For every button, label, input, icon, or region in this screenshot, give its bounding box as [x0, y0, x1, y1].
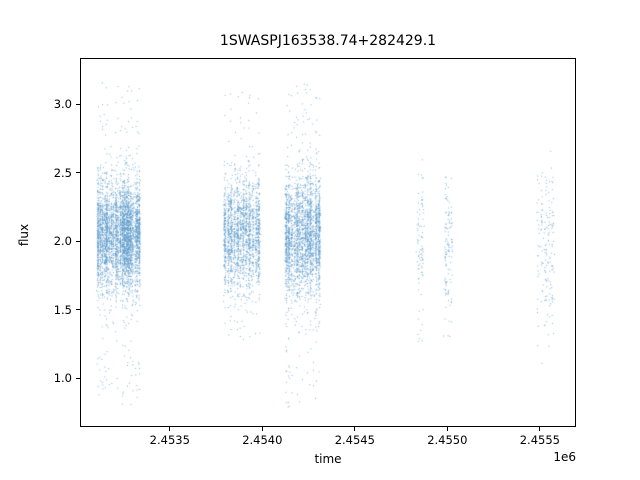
y-tick-label: 3.0 [53, 97, 72, 112]
x-tick-mark [446, 427, 448, 431]
x-axis-offset-label: 1e6 [553, 450, 576, 464]
x-axis-label: time [314, 452, 342, 466]
x-tick-mark [169, 427, 171, 431]
x-tick-mark [539, 427, 541, 431]
x-tick-label: 2.4545 [334, 433, 375, 447]
x-tick-label: 2.4540 [242, 433, 283, 447]
chart-title: 1SWASPJ163538.74+282429.1 [219, 33, 437, 49]
y-tick-mark [76, 309, 80, 311]
y-tick-label: 1.5 [53, 302, 72, 317]
x-tick-label: 2.4535 [149, 433, 190, 447]
x-tick-mark [354, 427, 356, 431]
y-tick-label: 2.0 [53, 234, 72, 249]
y-tick-mark [76, 172, 80, 174]
y-tick-label: 1.0 [53, 371, 72, 386]
x-tick-label: 2.4550 [427, 433, 468, 447]
y-tick-mark [76, 103, 80, 105]
x-tick-mark [261, 427, 263, 431]
y-tick-label: 2.5 [53, 165, 72, 180]
y-tick-mark [76, 240, 80, 242]
x-tick-label: 2.4555 [519, 433, 560, 447]
y-tick-mark [76, 377, 80, 379]
scatter-canvas [81, 59, 575, 426]
plot-area [80, 58, 576, 427]
